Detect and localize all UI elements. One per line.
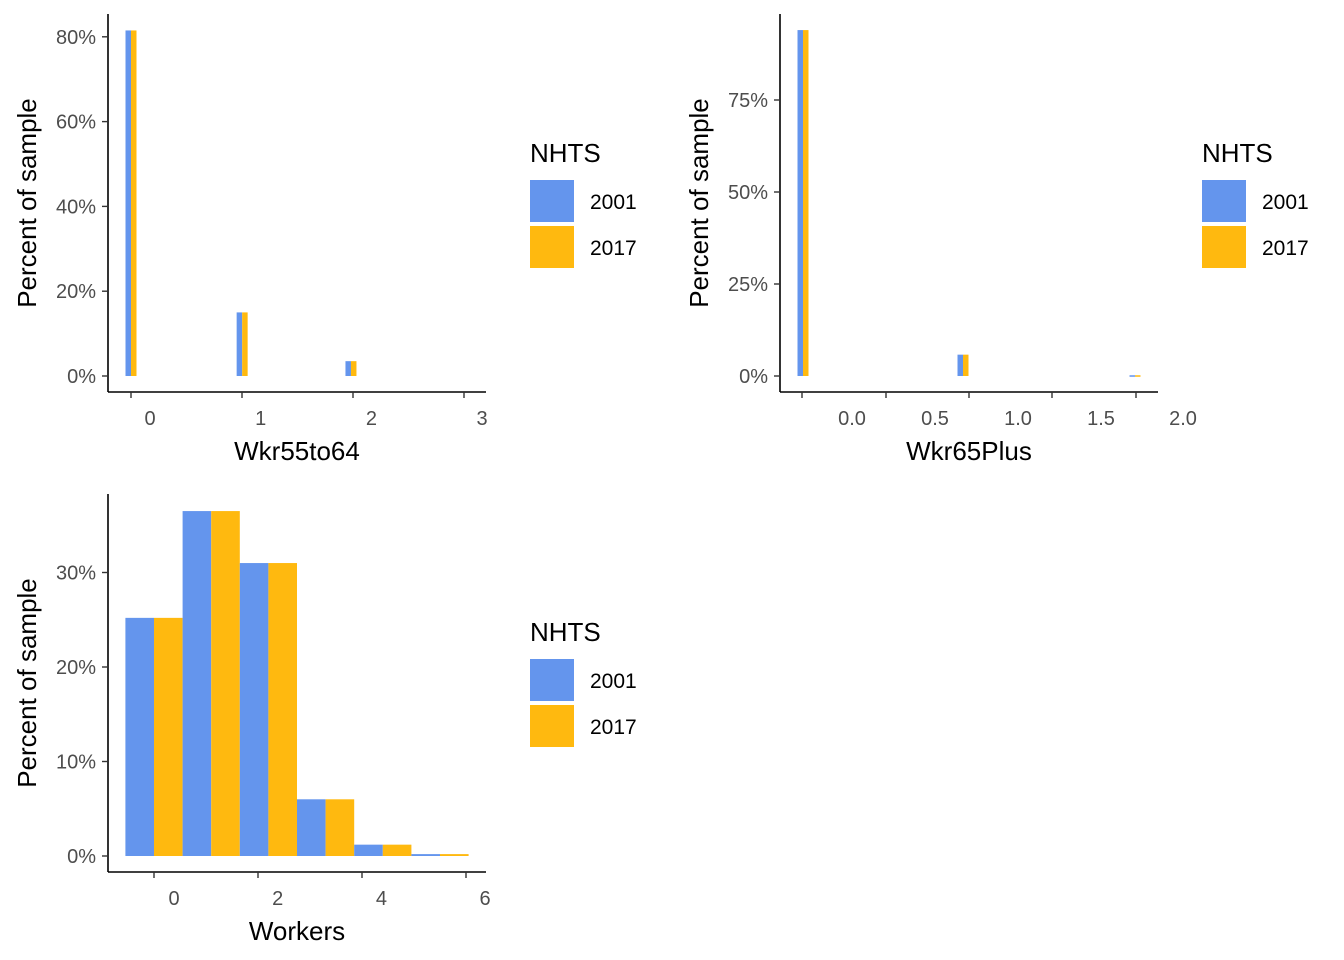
legend-label: 2001 (590, 191, 637, 214)
legend: NHTS 2001 2017 (530, 138, 637, 268)
bar-2001-2 (1129, 375, 1135, 377)
bar-2017-0 (154, 617, 183, 856)
bar-2001-2 (239, 563, 269, 856)
bar-2017-3 (325, 799, 355, 856)
y-axis-title: Percent of sample (12, 578, 42, 788)
legend: NHTS 2001 2017 (1202, 138, 1309, 268)
chart-panel-3: 0% 10% 20% 30% 0 2 4 6 Workers Percent of sample N… (12, 494, 637, 946)
bar-2017-1 (963, 354, 969, 376)
bar-2017-2 (350, 361, 357, 376)
bar-2001-4 (354, 844, 383, 856)
x-tick-label: 3 (477, 408, 488, 430)
y-tick-label: 30% (56, 563, 96, 585)
bar-2001-2 (345, 361, 351, 376)
bar-2017-1 (242, 312, 248, 376)
x-tick-label: 1.0 (1004, 408, 1032, 430)
legend-title: NHTS (1202, 138, 1273, 168)
legend-label: 2017 (1262, 237, 1309, 260)
legend-swatch-2017 (1202, 226, 1246, 268)
y-tick-label: 0% (739, 366, 768, 388)
bar-2017-1 (211, 511, 240, 856)
y-axis-title: Percent of sample (684, 98, 714, 308)
x-tick-label: 1.5 (1087, 408, 1115, 430)
legend-swatch-2001 (530, 180, 574, 222)
chart-panel-2: 0% 25% 50% 75% 0.0 0.5 1.0 1.5 2.0 Wkr65Plus Perce… (684, 14, 1309, 466)
x-tick-label: 0 (144, 408, 155, 430)
legend-label: 2017 (590, 716, 637, 739)
chart-panel-1: 0% 20% 40% 60% 80% 0 1 2 3 Wkr55to64 Percent of sa… (12, 14, 637, 466)
y-tick-label: 0% (67, 366, 96, 388)
bar-2001-5 (411, 854, 440, 856)
x-tick-label: 6 (480, 888, 491, 910)
bar-2017-2 (1135, 375, 1141, 377)
x-tick-label: 2 (366, 408, 377, 430)
bar-2017-2 (268, 563, 297, 856)
y-tick-label: 40% (56, 196, 96, 218)
bar-2001-0 (125, 30, 131, 376)
bar-2001-1 (182, 511, 212, 856)
bar-2017-0 (131, 30, 137, 376)
y-tick-label: 20% (56, 281, 96, 303)
legend-label: 2001 (1262, 191, 1309, 214)
y-tick-label: 80% (56, 27, 96, 49)
bar-2001-1 (957, 354, 963, 376)
y-tick-label: 10% (56, 752, 96, 774)
y-tick-label: 20% (56, 657, 96, 679)
y-tick-label: 60% (56, 112, 96, 134)
legend-title: NHTS (530, 617, 601, 647)
legend-swatch-2001 (1202, 180, 1246, 222)
bar-2001-1 (236, 312, 243, 376)
x-tick-label: 0 (168, 888, 179, 910)
y-tick-label: 75% (728, 90, 768, 112)
x-axis-title: Wkr55to64 (234, 436, 360, 466)
x-tick-label: 0.5 (921, 408, 949, 430)
x-tick-label: 0.0 (838, 408, 866, 430)
legend-swatch-2017 (530, 705, 574, 747)
bar-2017-4 (382, 844, 412, 856)
y-axis-title: Percent of sample (12, 98, 42, 308)
x-tick-label: 2.0 (1169, 408, 1197, 430)
y-tick-label: 25% (728, 274, 768, 296)
bar-2001-3 (297, 799, 326, 856)
legend-swatch-2001 (530, 659, 574, 701)
x-tick-label: 2 (272, 888, 283, 910)
bar-2017-0 (803, 30, 809, 377)
bar-2001-0 (125, 617, 154, 856)
bar-2017-5 (440, 854, 469, 856)
y-tick-label: 0% (67, 846, 96, 868)
x-tick-label: 1 (255, 408, 266, 430)
legend-label: 2017 (590, 237, 637, 260)
x-axis-title: Wkr65Plus (906, 436, 1032, 466)
legend: NHTS 2001 2017 (530, 617, 637, 747)
x-tick-label: 4 (376, 888, 387, 910)
legend-title: NHTS (530, 138, 601, 168)
bar-2001-0 (797, 30, 803, 377)
legend-swatch-2017 (530, 226, 574, 268)
legend-label: 2001 (590, 670, 637, 693)
y-tick-label: 50% (728, 182, 768, 204)
x-axis-title: Workers (249, 916, 345, 946)
